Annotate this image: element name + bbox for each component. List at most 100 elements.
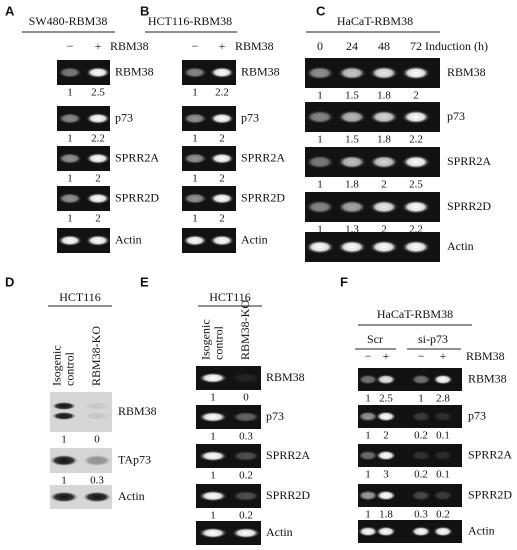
band — [370, 155, 398, 169]
row-label: RBM38 — [241, 64, 280, 78]
band — [402, 110, 430, 124]
lane-label: Isogenic — [49, 345, 63, 386]
band — [83, 455, 111, 466]
band — [183, 193, 207, 204]
quantification: 0 — [94, 434, 100, 446]
quantification: 0.2 — [436, 509, 450, 521]
band — [370, 66, 398, 80]
lane-label: Isogenic — [198, 319, 212, 360]
lane-label: 0 — [317, 39, 323, 53]
band — [58, 193, 82, 204]
row-label: Actin — [468, 523, 495, 537]
panel-letter: F — [340, 274, 348, 289]
panel-title: HaCaT-RBM38 — [337, 14, 413, 28]
band — [232, 411, 260, 423]
lane-label: 48 — [378, 39, 390, 53]
quantification: 2.5 — [91, 87, 105, 99]
quantification: 1.8 — [377, 134, 391, 146]
quantification: 1.8 — [345, 179, 359, 191]
band — [83, 491, 111, 503]
quantification: 2.8 — [436, 393, 450, 405]
band — [183, 235, 207, 246]
band — [232, 450, 260, 462]
row-label: SPRR2D — [115, 190, 159, 204]
quantification: 2 — [383, 430, 389, 442]
lane-header: Induction (h) — [425, 39, 488, 53]
lane-label: + — [440, 349, 447, 363]
band — [50, 491, 78, 503]
band — [210, 113, 234, 124]
band — [86, 113, 110, 124]
lane-label: + — [219, 39, 226, 53]
quantification: 1 — [67, 213, 73, 225]
row-label: RBM38 — [118, 404, 157, 418]
band — [358, 374, 378, 385]
quantification: 0.2 — [239, 470, 253, 482]
quantification: 2 — [381, 224, 387, 236]
quantification: 1 — [192, 133, 198, 145]
panel-title: HCT116 — [209, 290, 251, 304]
lane-label: RBM38-KO — [89, 326, 103, 386]
band — [52, 402, 76, 410]
band — [58, 113, 82, 124]
band — [50, 455, 78, 466]
lane-header: RBM38 — [235, 39, 274, 53]
quantification: 2 — [381, 179, 387, 191]
quantification: 0.3 — [414, 509, 428, 521]
panel-title: HCT116-RBM38 — [148, 14, 232, 28]
row-label: p73 — [468, 408, 486, 422]
quantification: 2.2 — [91, 133, 105, 145]
quantification: 1 — [210, 510, 216, 522]
lane-label: control — [62, 351, 76, 386]
band — [370, 200, 398, 214]
band — [86, 235, 110, 246]
quantification: 2 — [95, 173, 101, 185]
band — [411, 450, 431, 461]
band — [199, 450, 227, 462]
panel-title: SW480-RBM38 — [29, 14, 108, 28]
band — [402, 66, 430, 80]
band — [210, 193, 234, 204]
blot-strip — [50, 392, 112, 432]
quantification: 0.1 — [436, 469, 450, 481]
row-label: Actin — [266, 525, 293, 539]
quantification: 1 — [418, 393, 424, 405]
panel-title: HCT116 — [59, 290, 101, 304]
band — [402, 155, 430, 169]
group-label: Scr — [367, 332, 383, 346]
row-label: SPRR2A — [447, 154, 491, 168]
row-label: SPRR2A — [266, 448, 310, 462]
lane-label: RBM38-KO — [238, 300, 252, 360]
band — [433, 490, 453, 501]
band — [433, 374, 453, 385]
band — [306, 200, 334, 214]
row-label: Actin — [241, 232, 268, 246]
band — [86, 193, 110, 204]
gel-strip — [358, 484, 462, 507]
band — [358, 450, 378, 461]
quantification: 1 — [210, 431, 216, 443]
band — [86, 67, 110, 78]
band — [370, 240, 398, 254]
row-label: SPRR2A — [468, 447, 512, 461]
row-label: p73 — [447, 109, 465, 123]
quantification: 0.1 — [436, 430, 450, 442]
row-label: p73 — [266, 409, 284, 423]
quantification: 1 — [192, 87, 198, 99]
row-label: RBM38 — [115, 64, 154, 78]
quantification: 1.5 — [345, 134, 359, 146]
quantification: 1 — [365, 393, 371, 405]
quantification: 1 — [210, 470, 216, 482]
band — [338, 240, 366, 254]
band — [210, 153, 234, 164]
quantification: 1 — [192, 213, 198, 225]
quantification: 0.2 — [239, 510, 253, 522]
band — [58, 153, 82, 164]
quantification: 0.2 — [414, 430, 428, 442]
row-label: RBM38 — [266, 370, 305, 384]
lane-label: − — [67, 39, 74, 53]
row-label: Actin — [447, 239, 474, 253]
quantification: 0.3 — [239, 431, 253, 443]
band — [210, 235, 234, 246]
